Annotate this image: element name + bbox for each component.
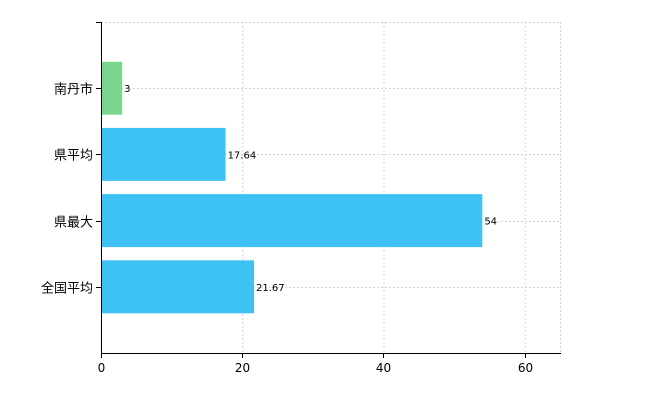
bar-1 (102, 127, 226, 181)
x-tick-label: 40 (376, 361, 391, 375)
bar-3 (102, 260, 255, 314)
data-label-3: 21.67 (256, 283, 285, 294)
data-label-1: 17.64 (228, 150, 257, 161)
x-tick-label: 60 (518, 361, 533, 375)
y-category-label: 県最大 (54, 216, 93, 231)
y-category-label: 県平均 (54, 149, 93, 164)
x-tick-label: 0 (98, 361, 106, 375)
bar-2 (102, 194, 483, 248)
data-label-0: 3 (124, 84, 130, 95)
data-label-2: 54 (484, 217, 497, 228)
y-category-label: 南丹市 (54, 82, 93, 98)
bar-0 (102, 61, 123, 115)
x-tick-label: 20 (235, 361, 250, 375)
bars (102, 61, 483, 314)
axes (96, 22, 561, 358)
y-category-label: 全国平均 (41, 281, 93, 297)
